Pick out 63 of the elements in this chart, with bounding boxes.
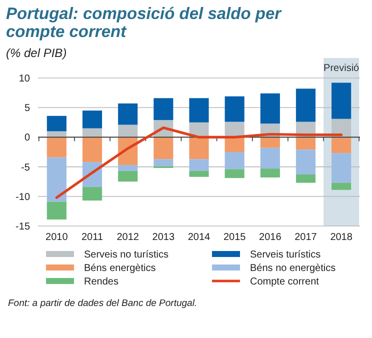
bar	[296, 150, 316, 174]
x-tick-label: 2018	[330, 232, 353, 243]
bar	[154, 159, 174, 166]
bar	[118, 124, 138, 138]
bar	[82, 186, 102, 201]
bar	[154, 98, 174, 120]
bar	[189, 170, 209, 177]
legend-label: Serveis no turístics	[84, 250, 168, 260]
bar	[296, 137, 316, 150]
bar	[296, 88, 316, 122]
bar	[154, 137, 174, 160]
bar	[46, 202, 66, 220]
chart-subtitle: (% del PIB)	[6, 46, 67, 60]
x-tick-label: 2012	[116, 232, 140, 243]
bar	[118, 170, 138, 182]
bar	[46, 157, 66, 202]
x-tick-label: 2015	[223, 232, 246, 243]
band-label: Previsió	[324, 63, 360, 74]
x-tick-label: 2016	[259, 232, 282, 243]
bar	[224, 169, 244, 178]
bar	[260, 137, 280, 148]
bar	[260, 168, 280, 178]
x-tick-label: 2010	[46, 232, 68, 243]
bar	[332, 118, 352, 138]
y-tick-label: 0	[24, 132, 30, 144]
bar	[296, 174, 316, 183]
line-series	[55, 126, 343, 199]
bar	[82, 137, 102, 162]
bar	[82, 110, 102, 128]
legend-label: Béns no energètics	[250, 263, 336, 274]
bar	[260, 93, 280, 124]
bar	[46, 131, 66, 138]
legend-label: Serveis turístics	[250, 250, 321, 260]
bar	[118, 165, 138, 171]
bar	[224, 152, 244, 170]
bar	[189, 159, 209, 171]
x-tick-label: 2011	[82, 232, 104, 243]
bar	[82, 128, 102, 138]
bar	[224, 96, 244, 122]
x-tick-label: 2017	[294, 232, 318, 243]
bar	[189, 98, 209, 122]
bar	[332, 82, 352, 119]
y-tick-label: -15	[16, 222, 30, 232]
bar	[224, 137, 244, 152]
y-tick-label: 10	[18, 74, 30, 84]
bar	[189, 137, 209, 160]
legend-label: Compte corrent	[250, 276, 320, 288]
bar	[332, 137, 352, 154]
y-tick-label: 5	[24, 103, 30, 114]
x-tick-label: 2013	[152, 232, 175, 243]
y-tick-label: -5	[21, 162, 30, 174]
chart-title: Portugal: composició del saldo per compte corrent	[6, 5, 283, 41]
y-tick-label: -10	[16, 192, 30, 203]
bar	[260, 148, 280, 169]
legend-label: Rendes	[84, 276, 118, 288]
bar	[118, 103, 138, 125]
legend-label: Béns energètics	[84, 263, 156, 274]
text: Font: a partir de dades del Banc de Portugal.	[8, 298, 198, 309]
bar	[46, 116, 66, 132]
bar	[332, 153, 352, 183]
x-tick-label: 2014	[188, 232, 211, 243]
bar	[46, 137, 66, 158]
bar	[332, 182, 352, 190]
